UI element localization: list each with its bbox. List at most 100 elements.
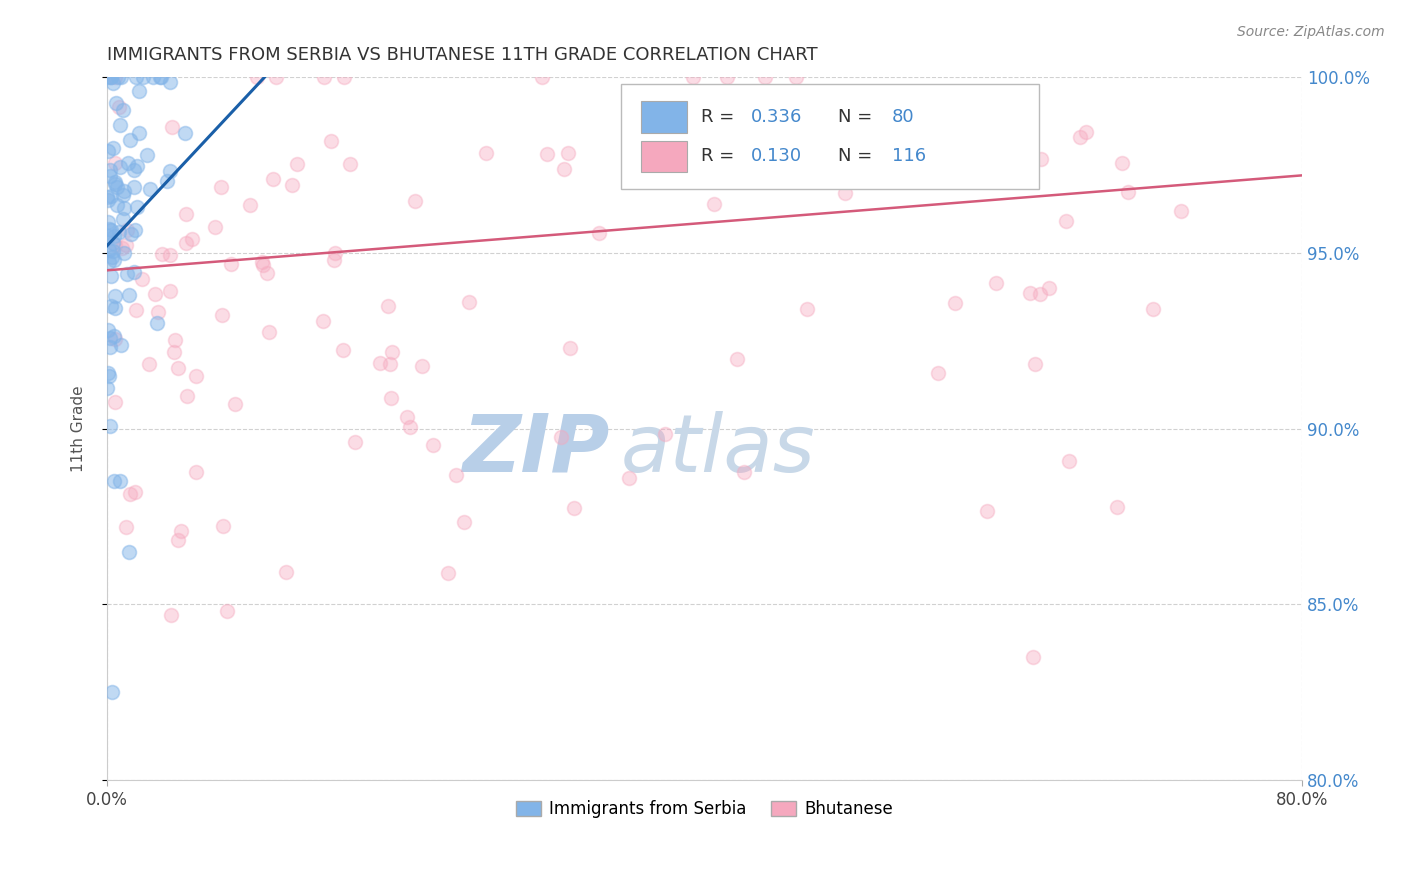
Point — [104, 95, 127, 110]
Point — [105, 198, 128, 212]
Point — [112, 103, 135, 118]
Point — [110, 118, 132, 132]
Point — [108, 226, 131, 240]
Point — [112, 184, 135, 198]
Point — [319, 134, 342, 148]
Text: N =: N = — [838, 108, 879, 126]
Point — [160, 120, 183, 135]
Text: 0.130: 0.130 — [751, 147, 803, 165]
Point — [103, 244, 125, 259]
Point — [943, 295, 966, 310]
Point — [136, 148, 159, 162]
Point — [115, 519, 138, 533]
Point — [128, 84, 150, 98]
Point — [100, 685, 122, 699]
Point — [617, 470, 640, 484]
Point — [262, 172, 284, 186]
Point — [97, 215, 120, 229]
Point — [312, 313, 335, 327]
Point — [118, 544, 141, 558]
Point — [97, 228, 120, 243]
Text: 0.336: 0.336 — [751, 108, 803, 126]
Point — [120, 227, 142, 241]
Point — [101, 76, 124, 90]
Point — [209, 179, 232, 194]
Point — [378, 357, 401, 371]
Point — [986, 277, 1008, 291]
Point — [110, 338, 132, 352]
Point — [98, 419, 121, 434]
Point — [453, 515, 475, 529]
Point — [122, 265, 145, 279]
Point — [380, 391, 402, 405]
Point — [103, 332, 125, 346]
Point — [127, 159, 149, 173]
Point — [1105, 500, 1128, 514]
Point — [156, 174, 179, 188]
Point — [437, 566, 460, 580]
Point — [100, 268, 122, 283]
Point — [97, 144, 120, 158]
Point — [159, 164, 181, 178]
Point — [128, 126, 150, 140]
Text: N =: N = — [838, 147, 879, 165]
Point — [274, 565, 297, 579]
Point — [100, 70, 122, 84]
Point — [219, 257, 242, 271]
Point — [368, 355, 391, 369]
Point — [97, 368, 120, 383]
Point — [150, 70, 173, 84]
Point — [1038, 281, 1060, 295]
Point — [104, 301, 127, 316]
Point — [111, 241, 134, 255]
Point — [1057, 453, 1080, 467]
Point — [100, 70, 122, 84]
Point — [186, 369, 208, 384]
Point — [107, 70, 129, 84]
Text: R =: R = — [702, 147, 740, 165]
Point — [163, 333, 186, 347]
Point — [103, 395, 125, 409]
Point — [118, 288, 141, 302]
Point — [124, 222, 146, 236]
Point — [100, 223, 122, 237]
Point — [159, 248, 181, 262]
Point — [395, 410, 418, 425]
Point — [257, 325, 280, 339]
Point — [100, 299, 122, 313]
Point — [422, 438, 444, 452]
Point — [332, 343, 354, 358]
Point — [703, 196, 725, 211]
Point — [167, 360, 190, 375]
Point — [173, 126, 195, 140]
Point — [252, 258, 274, 272]
Point — [323, 253, 346, 268]
Point — [98, 221, 121, 235]
Point — [117, 155, 139, 169]
Point — [100, 189, 122, 203]
Point — [754, 70, 776, 84]
Point — [1116, 185, 1139, 199]
Legend: Immigrants from Serbia, Bhutanese: Immigrants from Serbia, Bhutanese — [509, 793, 900, 825]
Point — [108, 100, 131, 114]
Point — [132, 70, 155, 84]
Point — [115, 267, 138, 281]
Point — [103, 237, 125, 252]
Point — [553, 161, 575, 176]
Point — [1069, 130, 1091, 145]
Point — [785, 70, 807, 84]
Point — [125, 200, 148, 214]
Point — [246, 70, 269, 84]
Point — [181, 232, 204, 246]
Point — [146, 316, 169, 330]
Point — [665, 116, 688, 130]
Point — [333, 70, 356, 84]
Point — [104, 175, 127, 189]
Point — [131, 272, 153, 286]
Point — [411, 359, 433, 374]
Point — [101, 250, 124, 264]
Point — [120, 132, 142, 146]
Point — [1024, 357, 1046, 371]
Point — [160, 607, 183, 622]
Point — [1029, 287, 1052, 301]
